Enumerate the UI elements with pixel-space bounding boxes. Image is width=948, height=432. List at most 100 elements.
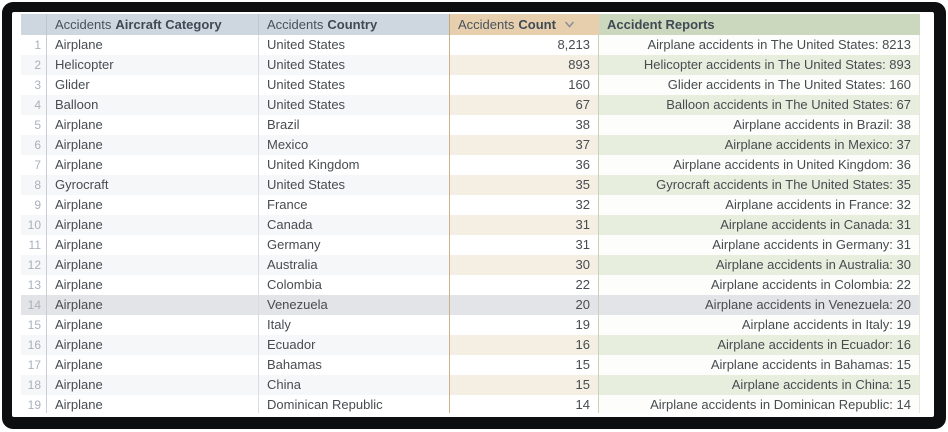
country-cell[interactable]: Colombia xyxy=(259,275,449,295)
table-row[interactable]: 17 Airplane Bahamas 15 Airplane accidents in… xyxy=(21,355,920,375)
table-row[interactable]: 13 Airplane Colombia 22 Airplane accidents i… xyxy=(21,275,920,295)
count-cell[interactable]: 22 xyxy=(449,275,599,295)
row-number-cell[interactable]: 16 xyxy=(21,335,47,355)
aircraft-category-cell[interactable]: Balloon xyxy=(47,95,259,115)
table-row[interactable]: 15 Airplane Italy 19 Airplane accidents in I… xyxy=(21,315,920,335)
aircraft-category-cell[interactable]: Airplane xyxy=(47,255,259,275)
country-cell[interactable]: Germany xyxy=(259,235,449,255)
row-number-cell[interactable]: 1 xyxy=(21,35,47,55)
aircraft-category-cell[interactable]: Airplane xyxy=(47,195,259,215)
count-cell[interactable]: 67 xyxy=(449,95,599,115)
count-cell[interactable]: 36 xyxy=(449,155,599,175)
count-cell[interactable]: 30 xyxy=(449,255,599,275)
aircraft-category-cell[interactable]: Airplane xyxy=(47,315,259,335)
aircraft-category-cell[interactable]: Airplane xyxy=(47,115,259,135)
sort-descending-chevron-icon[interactable] xyxy=(563,16,576,35)
row-number-cell[interactable]: 19 xyxy=(21,395,47,413)
column-header-accident-reports[interactable]: Accident Reports xyxy=(599,14,920,35)
row-number-cell[interactable]: 18 xyxy=(21,375,47,395)
table-row[interactable]: 8 Gyrocraft United States 35 Gyrocraft accid… xyxy=(21,175,920,195)
count-cell[interactable]: 32 xyxy=(449,195,599,215)
count-cell[interactable]: 35 xyxy=(449,175,599,195)
aircraft-category-cell[interactable]: Airplane xyxy=(47,235,259,255)
count-cell[interactable]: 8,213 xyxy=(449,35,599,55)
row-number-cell[interactable]: 3 xyxy=(21,75,47,95)
column-header-count[interactable]: Accidents Count xyxy=(449,14,599,35)
country-cell[interactable]: United Kingdom xyxy=(259,155,449,175)
row-number-cell[interactable]: 7 xyxy=(21,155,47,175)
table-row[interactable]: 1 Airplane United States 8,213 Airplane acci… xyxy=(21,35,920,55)
accident-report-cell[interactable]: Airplane accidents in Canada: 31 xyxy=(599,215,920,235)
count-cell[interactable]: 15 xyxy=(449,355,599,375)
table-row[interactable]: 11 Airplane Germany 31 Airplane accidents in… xyxy=(21,235,920,255)
table-row[interactable]: 18 Airplane China 15 Airplane accidents in C… xyxy=(21,375,920,395)
aircraft-category-cell[interactable]: Helicopter xyxy=(47,55,259,75)
count-cell[interactable]: 31 xyxy=(449,215,599,235)
row-number-cell[interactable]: 13 xyxy=(21,275,47,295)
country-cell[interactable]: Canada xyxy=(259,215,449,235)
country-cell[interactable]: Italy xyxy=(259,315,449,335)
accident-report-cell[interactable]: Airplane accidents in Colombia: 22 xyxy=(599,275,920,295)
count-cell[interactable]: 37 xyxy=(449,135,599,155)
aircraft-category-cell[interactable]: Glider xyxy=(47,75,259,95)
aircraft-category-cell[interactable]: Airplane xyxy=(47,35,259,55)
accident-report-cell[interactable]: Airplane accidents in Venezuela: 20 xyxy=(599,295,920,315)
table-row[interactable]: 9 Airplane France 32 Airplane accidents in F… xyxy=(21,195,920,215)
row-number-cell[interactable]: 6 xyxy=(21,135,47,155)
accident-report-cell[interactable]: Airplane accidents in Australia: 30 xyxy=(599,255,920,275)
count-cell[interactable]: 15 xyxy=(449,375,599,395)
count-cell[interactable]: 31 xyxy=(449,235,599,255)
aircraft-category-cell[interactable]: Airplane xyxy=(47,275,259,295)
count-cell[interactable]: 14 xyxy=(449,395,599,413)
row-number-cell[interactable]: 2 xyxy=(21,55,47,75)
table-row[interactable]: 14 Airplane Venezuela 20 Airplane accidents … xyxy=(21,295,920,315)
aircraft-category-cell[interactable]: Airplane xyxy=(47,355,259,375)
row-number-cell[interactable]: 8 xyxy=(21,175,47,195)
accident-report-cell[interactable]: Airplane accidents in Dominican Republic… xyxy=(599,395,920,413)
country-cell[interactable]: Bahamas xyxy=(259,355,449,375)
count-cell[interactable]: 19 xyxy=(449,315,599,335)
aircraft-category-cell[interactable]: Airplane xyxy=(47,215,259,235)
accident-report-cell[interactable]: Balloon accidents in The United States: … xyxy=(599,95,920,115)
accident-report-cell[interactable]: Airplane accidents in Bahamas: 15 xyxy=(599,355,920,375)
accident-report-cell[interactable]: Airplane accidents in United Kingdom: 36 xyxy=(599,155,920,175)
aircraft-category-cell[interactable]: Airplane xyxy=(47,335,259,355)
table-row[interactable]: 3 Glider United States 160 Glider accidents … xyxy=(21,75,920,95)
table-row[interactable]: 10 Airplane Canada 31 Airplane accidents in … xyxy=(21,215,920,235)
table-row[interactable]: 5 Airplane Brazil 38 Airplane accidents in B… xyxy=(21,115,920,135)
row-number-cell[interactable]: 4 xyxy=(21,95,47,115)
country-cell[interactable]: Brazil xyxy=(259,115,449,135)
row-number-cell[interactable]: 10 xyxy=(21,215,47,235)
accident-report-cell[interactable]: Airplane accidents in The United States:… xyxy=(599,35,920,55)
count-cell[interactable]: 38 xyxy=(449,115,599,135)
table-row[interactable]: 19 Airplane Dominican Republic 14 Airplane a… xyxy=(21,395,920,413)
aircraft-category-cell[interactable]: Gyrocraft xyxy=(47,175,259,195)
table-row[interactable]: 4 Balloon United States 67 Balloon accidents… xyxy=(21,95,920,115)
country-cell[interactable]: Venezuela xyxy=(259,295,449,315)
accident-report-cell[interactable]: Gyrocraft accidents in The United States… xyxy=(599,175,920,195)
accident-report-cell[interactable]: Airplane accidents in Brazil: 38 xyxy=(599,115,920,135)
country-cell[interactable]: China xyxy=(259,375,449,395)
country-cell[interactable]: Australia xyxy=(259,255,449,275)
aircraft-category-cell[interactable]: Airplane xyxy=(47,155,259,175)
accident-report-cell[interactable]: Airplane accidents in Mexico: 37 xyxy=(599,135,920,155)
accident-report-cell[interactable]: Glider accidents in The United States: 1… xyxy=(599,75,920,95)
country-cell[interactable]: France xyxy=(259,195,449,215)
row-number-cell[interactable]: 12 xyxy=(21,255,47,275)
country-cell[interactable]: United States xyxy=(259,35,449,55)
row-number-cell[interactable]: 9 xyxy=(21,195,47,215)
column-header-aircraft-category[interactable]: Accidents Aircraft Category xyxy=(47,14,259,35)
table-row[interactable]: 16 Airplane Ecuador 16 Airplane accidents in… xyxy=(21,335,920,355)
country-cell[interactable]: United States xyxy=(259,175,449,195)
row-number-cell[interactable]: 15 xyxy=(21,315,47,335)
table-row[interactable]: 12 Airplane Australia 30 Airplane accidents … xyxy=(21,255,920,275)
accident-report-cell[interactable]: Airplane accidents in France: 32 xyxy=(599,195,920,215)
aircraft-category-cell[interactable]: Airplane xyxy=(47,395,259,413)
row-number-cell[interactable]: 11 xyxy=(21,235,47,255)
count-cell[interactable]: 893 xyxy=(449,55,599,75)
accident-report-cell[interactable]: Airplane accidents in China: 15 xyxy=(599,375,920,395)
country-cell[interactable]: Dominican Republic xyxy=(259,395,449,413)
country-cell[interactable]: United States xyxy=(259,55,449,75)
count-cell[interactable]: 20 xyxy=(449,295,599,315)
country-cell[interactable]: Mexico xyxy=(259,135,449,155)
